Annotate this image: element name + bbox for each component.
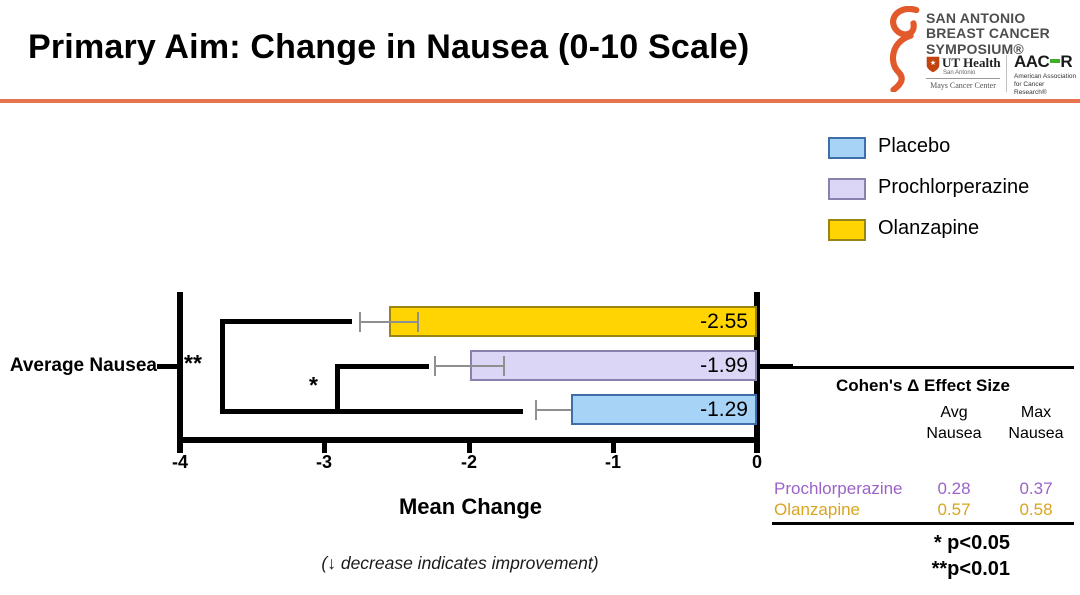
aacr-subtitle-line1: American Association	[1014, 73, 1077, 80]
ribbon-icon	[889, 6, 920, 92]
y-axis-line	[177, 292, 183, 453]
zero-axis-line	[754, 292, 760, 453]
category-tick-left	[157, 364, 177, 369]
error-cap-right-olanzapine	[417, 312, 419, 332]
aacr-right: R	[1060, 52, 1073, 71]
accent-rule	[0, 99, 1080, 103]
chart-note: (↓ decrease indicates improvement)	[321, 553, 599, 573]
x-tick-label-0: 0	[751, 452, 762, 472]
x-tick--2	[467, 437, 472, 453]
bar-value-label-olanzapine: -2.55	[700, 310, 748, 333]
x-axis-title: Mean Change	[398, 494, 543, 519]
error-bar-prochlorperazine	[434, 365, 505, 367]
x-tick-label--4: -4	[171, 452, 188, 472]
column-header-max-line2: Nausea	[1008, 424, 1064, 442]
aacr-subtitle: American Association for Cancer Research…	[1014, 73, 1078, 97]
table-row-label-olanzapine: Olanzapine	[774, 500, 861, 519]
x-tick--3	[322, 437, 327, 453]
bar-value-label-prochlorperazine: -1.99	[700, 354, 748, 377]
mays-cancer-center: Mays Cancer Center	[926, 78, 1000, 90]
bar-placebo: -1.29	[571, 394, 757, 425]
effect-size-table: Cohen's Δ Effect Size Avg Nausea Max Nau…	[772, 366, 1074, 525]
x-tick-label--1: -1	[604, 452, 621, 472]
category-label: Average Nausea	[9, 355, 157, 376]
ut-health-wordmark: UT Health	[942, 55, 1001, 70]
bar-value-label-placebo: -1.29	[700, 398, 748, 421]
symposium-line3: SYMPOSIUM®	[926, 40, 1024, 57]
sig-symbol-1: **	[184, 350, 202, 376]
sig-bracket-vertical-2	[335, 364, 340, 414]
svg-text:★: ★	[930, 59, 936, 67]
symposium-wordmark: SAN ANTONIO BREAST CANCER SYMPOSIUM®	[926, 10, 1050, 57]
table-cell-prochlorperazine-avg: 0.28	[937, 479, 971, 498]
sig-bracket-bottom-arm-1	[220, 409, 523, 414]
table-cell-prochlorperazine-max: 0.37	[1019, 479, 1053, 498]
legend-label-olanzapine: Olanzapine	[878, 217, 980, 239]
aacr-left: AAC	[1014, 52, 1050, 71]
column-header-max-line1: Max	[1020, 404, 1052, 421]
ut-health-shield-icon: ★	[926, 56, 940, 73]
legend-label-prochlorperazine: Prochlorperazine	[878, 176, 1030, 198]
error-cap-right-prochlorperazine	[503, 356, 505, 376]
sig-bracket-vertical-1	[220, 319, 225, 414]
bar-prochlorperazine: -1.99	[470, 350, 757, 381]
x-tick-label--2: -2	[460, 452, 477, 472]
column-header-max-nausea: Max Nausea	[998, 403, 1074, 445]
footnote-p005: * p<0.05	[933, 532, 1010, 554]
aacr-wordmark: AAC R	[1014, 52, 1073, 72]
ut-health-city: San Antonio	[943, 70, 976, 76]
footnote-p001: **p<0.01	[931, 558, 1010, 580]
sig-bracket-top-arm-1	[220, 319, 352, 324]
error-bar-placebo	[535, 409, 571, 411]
symposium-line1: SAN ANTONIO	[926, 10, 1026, 26]
table-cell-olanzapine-avg: 0.57	[937, 500, 971, 519]
sabcs-logo: SAN ANTONIO BREAST CANCER SYMPOSIUM® ★ U…	[886, 4, 1078, 98]
symposium-line2: BREAST CANCER	[926, 25, 1050, 42]
legend-swatch-placebo	[828, 137, 866, 159]
effect-size-table-title: Cohen's Δ Effect Size	[835, 376, 1011, 395]
table-row-label-prochlorperazine: Prochlorperazine	[774, 479, 903, 498]
error-bar-olanzapine	[359, 321, 419, 323]
legend-swatch-prochlorperazine	[828, 178, 866, 200]
sig-bracket-top-arm-2	[335, 364, 429, 369]
aacr-green-dash	[1050, 59, 1061, 64]
table-cell-olanzapine-max: 0.58	[1019, 500, 1053, 519]
significance-footnotes: * p<0.05 **p<0.01	[858, 530, 1010, 582]
bar-olanzapine: -2.55	[389, 306, 757, 337]
logo-divider	[1006, 55, 1007, 92]
legend-swatch-olanzapine	[828, 219, 866, 241]
column-header-avg-line2: Nausea	[926, 424, 982, 442]
sig-symbol-2: *	[309, 372, 318, 398]
legend-label-placebo: Placebo	[878, 135, 951, 157]
column-header-avg-nausea: Avg Nausea	[918, 403, 990, 445]
page-title: Primary Aim: Change in Nausea (0-10 Scal…	[28, 28, 750, 66]
aacr-subtitle-line2: for Cancer Research®	[1014, 81, 1047, 97]
error-cap-left-prochlorperazine	[434, 356, 436, 376]
column-header-avg-line1: Avg	[940, 404, 968, 421]
error-cap-left-olanzapine	[359, 312, 361, 332]
x-tick--1	[611, 437, 616, 453]
x-tick-label--3: -3	[315, 452, 332, 472]
error-cap-left-placebo	[535, 400, 537, 420]
